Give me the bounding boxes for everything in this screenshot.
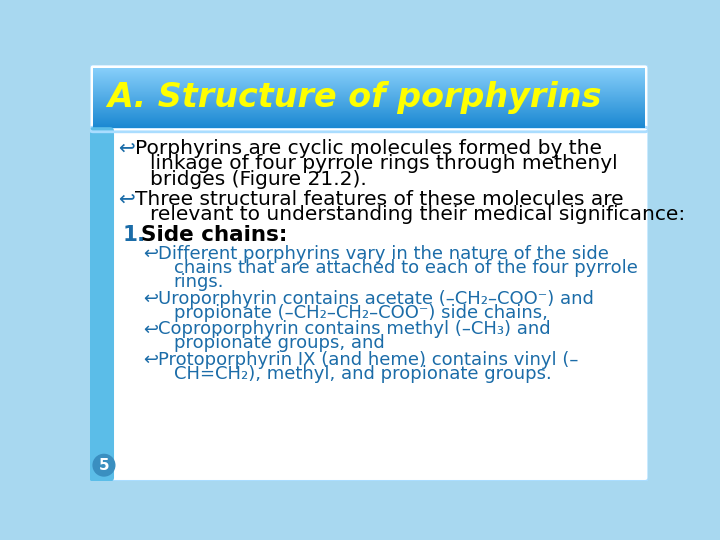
- Text: 5: 5: [99, 458, 109, 472]
- Text: Porphyrins are cyclic molecules formed by the: Porphyrins are cyclic molecules formed b…: [135, 139, 602, 158]
- Text: bridges (Figure 21.2).: bridges (Figure 21.2).: [150, 170, 367, 188]
- Text: ↩: ↩: [118, 190, 135, 208]
- Circle shape: [93, 455, 114, 476]
- Text: ↩: ↩: [143, 289, 158, 308]
- Text: ↩: ↩: [143, 245, 158, 263]
- Text: 1.: 1.: [122, 225, 145, 245]
- Text: Three structural features of these molecules are: Three structural features of these molec…: [135, 190, 624, 208]
- Text: chains that are attached to each of the four pyrrole: chains that are attached to each of the …: [174, 259, 638, 277]
- Text: propionate groups, and: propionate groups, and: [174, 334, 384, 352]
- Text: Different porphyrins vary in the nature of the side: Different porphyrins vary in the nature …: [158, 245, 609, 263]
- Text: Side chains:: Side chains:: [141, 225, 287, 245]
- Text: Coproporphyrin contains methyl (–CH₃) and: Coproporphyrin contains methyl (–CH₃) an…: [158, 320, 551, 339]
- Text: rings.: rings.: [174, 273, 224, 291]
- Text: Protoporphyrin IX (and heme) contains vinyl (–: Protoporphyrin IX (and heme) contains vi…: [158, 351, 579, 369]
- Text: CH=CH₂), methyl, and propionate groups.: CH=CH₂), methyl, and propionate groups.: [174, 365, 552, 383]
- Text: propionate (–CH₂–CH₂–COO⁻) side chains,: propionate (–CH₂–CH₂–COO⁻) side chains,: [174, 303, 548, 321]
- Text: ↩: ↩: [118, 139, 135, 158]
- Text: A. Structure of porphyrins: A. Structure of porphyrins: [107, 82, 601, 114]
- FancyBboxPatch shape: [89, 63, 649, 482]
- Text: relevant to understanding their medical significance:: relevant to understanding their medical …: [150, 205, 685, 224]
- Text: linkage of four pyrrole rings through methenyl: linkage of four pyrrole rings through me…: [150, 154, 618, 173]
- Text: Uroporphyrin contains acetate (–CH₂–COO⁻) and: Uroporphyrin contains acetate (–CH₂–COO⁻…: [158, 289, 594, 308]
- Bar: [93, 131, 110, 477]
- Text: ↩: ↩: [143, 320, 158, 339]
- FancyBboxPatch shape: [89, 127, 114, 481]
- FancyBboxPatch shape: [89, 127, 649, 481]
- Text: ↩: ↩: [143, 351, 158, 369]
